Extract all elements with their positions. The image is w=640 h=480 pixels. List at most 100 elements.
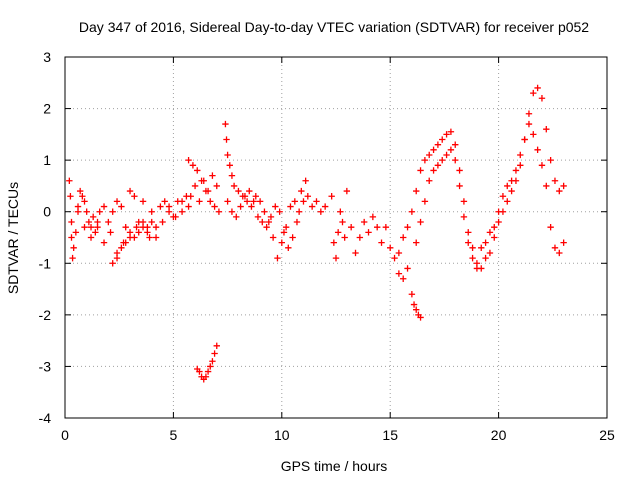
- data-point: [267, 213, 275, 221]
- data-point: [365, 229, 372, 236]
- data-point: [465, 239, 472, 246]
- data-point: [215, 208, 223, 215]
- data-point: [202, 373, 210, 380]
- y-tick-label: -1: [39, 255, 52, 271]
- data-point: [213, 342, 220, 349]
- data-point: [152, 223, 160, 231]
- series-6: [224, 177, 309, 252]
- data-point: [491, 223, 498, 231]
- data-point: [430, 146, 437, 154]
- data-point: [226, 162, 233, 169]
- data-point: [478, 244, 485, 252]
- data-point: [556, 187, 563, 195]
- data-point: [81, 223, 88, 231]
- series-9: [413, 120, 567, 272]
- data-point: [293, 218, 301, 226]
- data-point: [285, 244, 292, 252]
- data-point: [491, 234, 498, 241]
- data-point: [122, 239, 129, 246]
- data-point: [131, 234, 138, 241]
- data-point: [504, 182, 511, 190]
- data-point: [302, 177, 309, 184]
- data-point: [538, 95, 546, 102]
- data-point: [400, 275, 407, 282]
- data-point: [408, 208, 416, 215]
- data-point: [274, 254, 281, 262]
- data-point: [100, 239, 108, 246]
- data-point: [81, 198, 88, 205]
- data-point: [209, 358, 216, 365]
- data-point: [421, 156, 429, 164]
- data-point: [373, 223, 381, 231]
- data-point: [439, 136, 446, 143]
- data-point: [96, 208, 103, 215]
- data-point: [194, 167, 201, 174]
- data-point: [211, 203, 218, 210]
- data-point: [495, 208, 502, 215]
- data-point: [356, 234, 364, 241]
- data-point: [287, 203, 294, 210]
- data-point: [313, 198, 320, 205]
- data-point: [347, 223, 355, 231]
- data-point: [525, 110, 533, 117]
- data-point: [282, 223, 290, 231]
- data-point: [291, 198, 299, 205]
- data-point: [426, 151, 433, 159]
- data-point: [341, 234, 348, 241]
- data-point: [460, 213, 468, 221]
- data-point: [404, 223, 411, 231]
- series-8: [395, 84, 567, 272]
- y-tick-label: 1: [43, 152, 51, 168]
- data-point: [157, 203, 164, 210]
- data-point: [196, 198, 203, 205]
- data-point: [308, 203, 316, 210]
- data-point: [69, 254, 76, 262]
- data-point: [434, 162, 442, 169]
- data-point: [185, 203, 192, 210]
- data-point: [547, 223, 554, 231]
- data-point: [87, 223, 95, 231]
- data-point: [94, 223, 101, 231]
- data-point: [233, 213, 240, 221]
- series-1: [68, 198, 192, 257]
- data-point: [508, 187, 515, 195]
- data-point: [74, 208, 82, 215]
- x-tick-label: 25: [599, 427, 615, 443]
- data-point: [495, 218, 502, 226]
- data-point: [152, 234, 160, 241]
- data-point: [278, 239, 285, 246]
- data-point: [139, 198, 147, 205]
- data-point: [421, 198, 429, 205]
- data-point: [543, 126, 550, 133]
- y-tick-label: 3: [43, 49, 51, 65]
- data-point: [469, 254, 476, 262]
- data-point: [430, 167, 437, 174]
- data-point: [100, 203, 108, 210]
- data-point: [521, 136, 528, 143]
- data-point: [410, 301, 418, 308]
- data-point: [79, 193, 86, 200]
- y-tick-label: 0: [43, 204, 51, 220]
- data-point: [222, 120, 229, 128]
- data-point: [230, 182, 238, 190]
- x-tick-label: 15: [382, 427, 398, 443]
- data-point: [276, 208, 283, 215]
- data-point: [269, 234, 277, 241]
- data-point: [434, 141, 442, 148]
- data-point: [204, 368, 212, 375]
- y-tick-label: 2: [43, 101, 51, 117]
- data-point: [289, 234, 296, 241]
- data-point: [395, 249, 403, 257]
- data-point: [224, 198, 231, 205]
- data-point: [68, 234, 75, 241]
- data-point: [469, 244, 476, 252]
- data-point: [417, 314, 424, 321]
- data-point: [209, 172, 216, 179]
- data-point: [295, 208, 303, 215]
- data-point: [66, 177, 73, 184]
- data-point: [76, 187, 84, 195]
- data-point: [332, 254, 340, 262]
- data-point: [133, 223, 140, 231]
- data-point: [280, 229, 288, 236]
